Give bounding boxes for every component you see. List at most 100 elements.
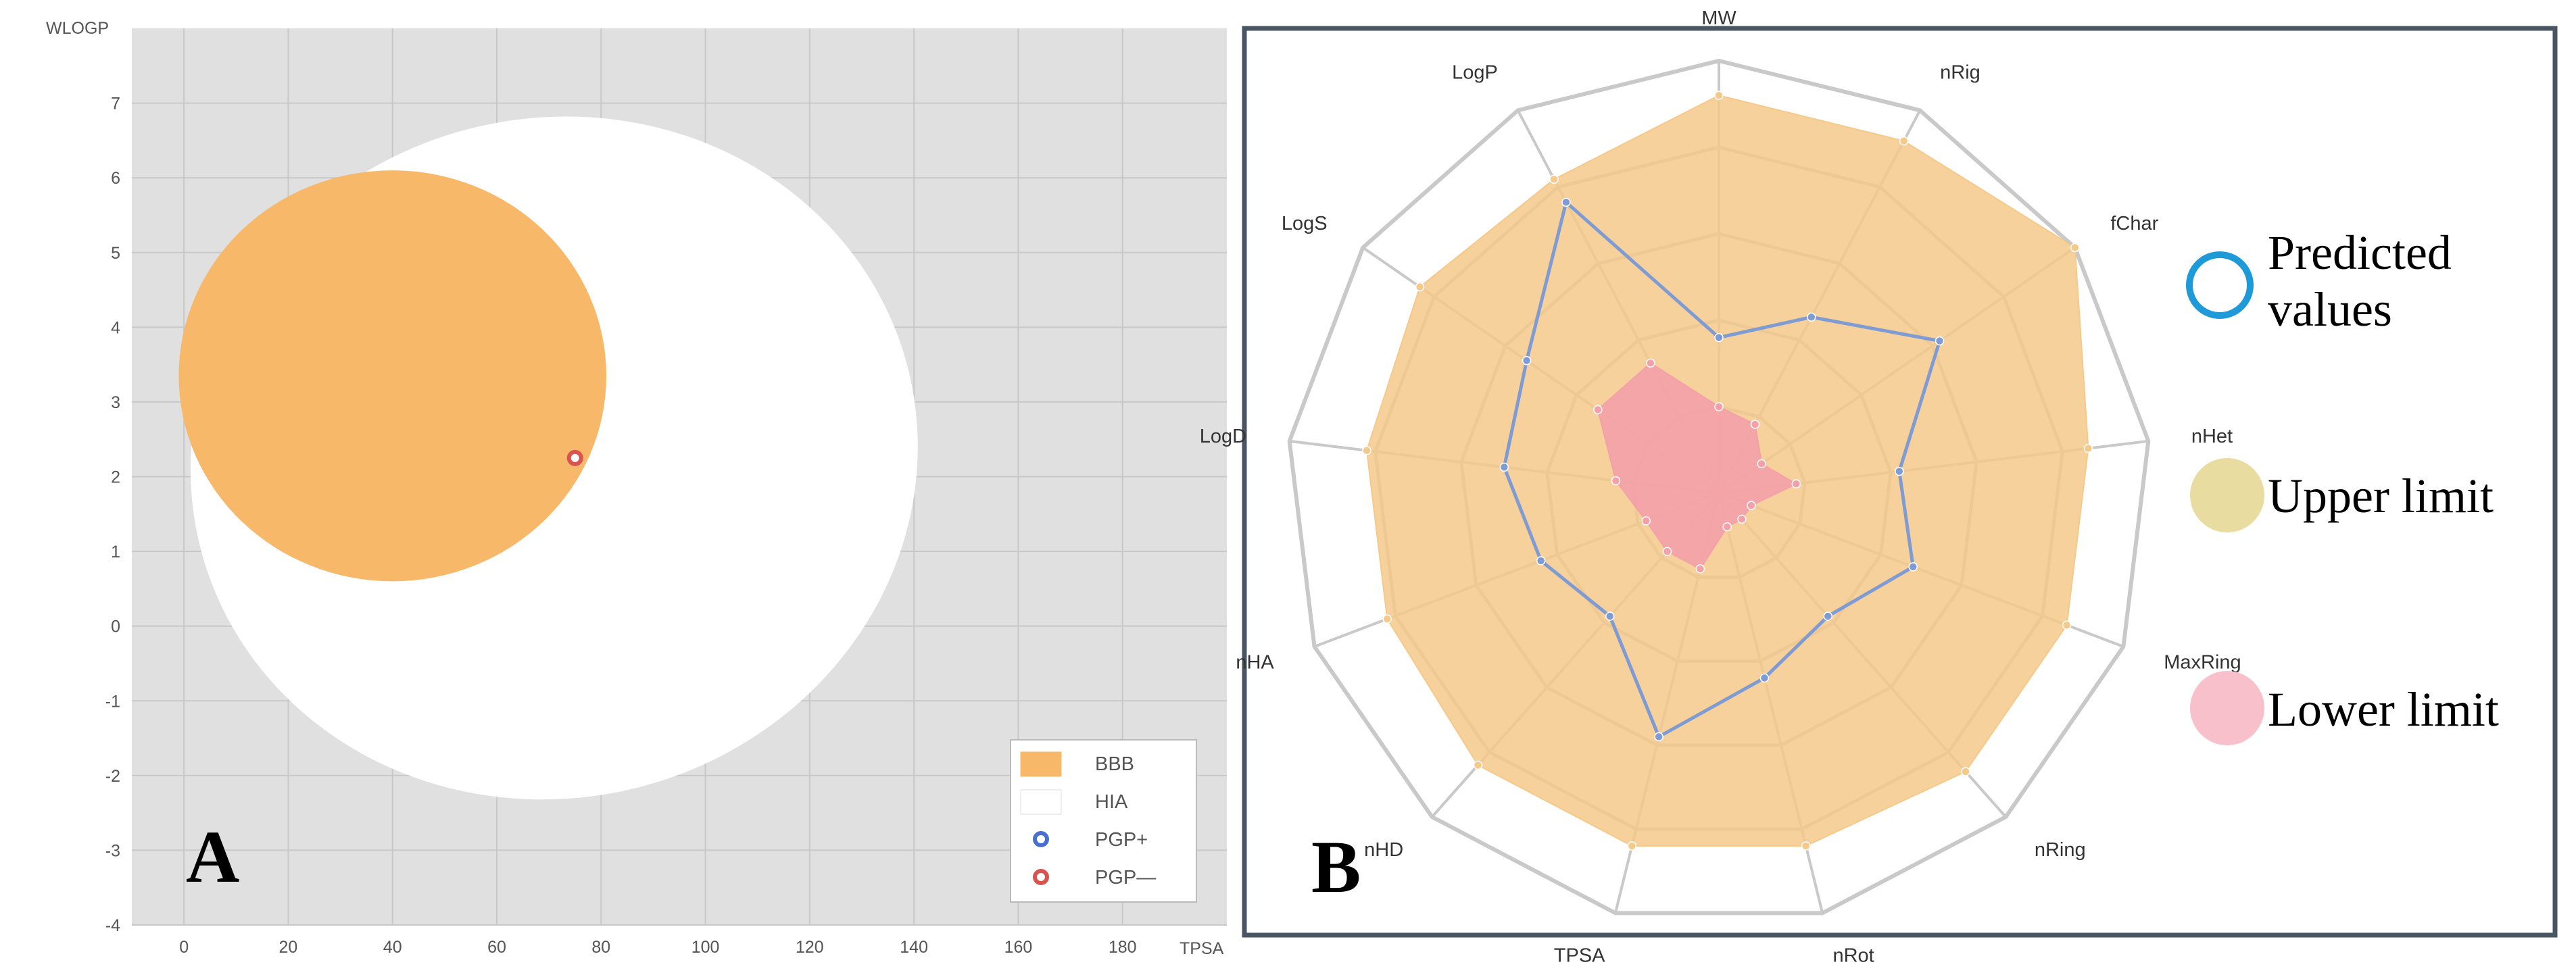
series-point-upper-limit (1899, 136, 1909, 146)
tick-labels: 0 20 40 60 80 100 120 140 160 180 -4 -3 -2 -1 0 1 2 3 4 5 6 7 (105, 95, 1137, 957)
y-tick-label: 7 (111, 95, 120, 114)
series-point-upper-limit (1714, 91, 1724, 100)
legend-label-upper: Upper limit (2268, 469, 2494, 523)
series-point-lower-limit (1714, 402, 1724, 411)
x-tick-label: 40 (383, 938, 402, 957)
y-tick-label: -1 (105, 692, 120, 711)
y-tick-label: 0 (111, 618, 120, 636)
series-point-upper-limit (1415, 282, 1425, 292)
series-point-predicted-values (1654, 732, 1663, 742)
legend-label-predicted: Predicted values (2268, 226, 2452, 336)
axis-label-nha: nHA (1236, 652, 1274, 674)
series-point-lower-limit (1646, 358, 1655, 368)
y-tick-label: 1 (111, 543, 120, 561)
series-point-predicted-values (1536, 556, 1546, 566)
y-axis-label: WLOGP (46, 19, 109, 38)
x-tick-label: 160 (1004, 938, 1033, 957)
series-point-lower-limit (1757, 459, 1766, 469)
legend: BBB HIA PGP+ PGP— (1010, 739, 1197, 903)
x-tick-label: 140 (900, 938, 928, 957)
axis-label-logp: LogP (1452, 62, 1498, 84)
x-tick-label: 120 (796, 938, 824, 957)
legend-label: HIA (1095, 791, 1128, 813)
series-point-predicted-values (1522, 355, 1532, 366)
molecule-point (566, 449, 583, 466)
legend-label: PGP+ (1095, 829, 1148, 851)
legend-marker (1033, 831, 1049, 847)
series-point-predicted-values (1807, 312, 1816, 322)
legend-marker (1033, 869, 1049, 885)
legend-swatch (1020, 789, 1062, 815)
x-tick-label: 60 (487, 938, 506, 957)
x-tick-label: 180 (1109, 938, 1137, 957)
series-point-lower-limit (1662, 547, 1672, 556)
radar-axis-labels: MW nRig fChar nHet MaxRing nRing nRot TPSA nHD nH… (1200, 7, 2241, 967)
series-point-upper-limit (2070, 243, 2080, 253)
radar-legend: Predicted values Upper limit Lower limit (2186, 226, 2499, 745)
series-point-lower-limit (1791, 479, 1801, 489)
panel-label-b: B (1311, 826, 1361, 908)
series-point-upper-limit (1549, 174, 1559, 184)
axis-label-nring: nRing (2035, 839, 2086, 861)
axis-label-nrot: nRot (1832, 945, 1874, 967)
series-point-lower-limit (1737, 514, 1747, 524)
series-point-upper-limit (1382, 614, 1392, 624)
series-point-lower-limit (1611, 476, 1621, 486)
axis-label-maxring: MaxRing (2164, 652, 2241, 674)
x-tick-label: 20 (279, 938, 298, 957)
legend-label: BBB (1095, 753, 1134, 775)
series-point-predicted-values (1895, 466, 1904, 476)
series-point-lower-limit (1641, 516, 1651, 526)
series-point-upper-limit (1627, 841, 1637, 851)
series-point-upper-limit (1362, 445, 1371, 455)
x-tick-label: 80 (591, 938, 610, 957)
radar-ring (1287, 58, 2151, 916)
axis-label-nhet: nHet (2191, 426, 2233, 447)
legend-swatch (1020, 751, 1062, 777)
series-point-predicted-values (1935, 336, 1945, 346)
series-point-upper-limit (2083, 443, 2093, 453)
series-point-predicted-values (1714, 332, 1724, 343)
series-point-lower-limit (1750, 420, 1760, 429)
series-point-predicted-values (1561, 197, 1571, 207)
y-tick-label: 4 (111, 318, 120, 337)
series-point-lower-limit (1747, 501, 1756, 510)
panel-b: MW nRig fChar nHet MaxRing nRing nRot TPSA nHD nH… (1200, 7, 2558, 967)
x-tick-label: 0 (179, 938, 189, 957)
series-point-upper-limit (1801, 841, 1811, 851)
x-tick-label: 100 (691, 938, 720, 957)
legend-disc-upper (2190, 458, 2264, 532)
series-point-predicted-values (1823, 611, 1833, 621)
legend-label: PGP— (1095, 867, 1156, 888)
series-point-predicted-values (1759, 673, 1770, 683)
series-point-lower-limit (1722, 522, 1732, 532)
x-axis-label: TPSA (1180, 939, 1224, 958)
series-point-upper-limit (1961, 767, 1970, 776)
y-tick-label: 3 (111, 393, 120, 412)
legend-label-lower: Lower limit (2268, 682, 2499, 736)
series-point-lower-limit (1593, 405, 1603, 415)
series-point-predicted-values (1605, 611, 1615, 621)
series-point-predicted-values (1908, 562, 1918, 572)
axis-label-logd: LogD (1200, 426, 1246, 447)
panel-label-a: A (186, 816, 239, 898)
y-tick-label: 2 (111, 468, 120, 487)
panel-a: 0 20 40 60 80 100 120 140 160 180 -4 -3 -2 -1 0 1 2 3 4 5 6 7… (46, 19, 1227, 958)
y-tick-label: -2 (105, 767, 120, 786)
axis-label-nrig: nRig (1940, 62, 1980, 84)
legend-ring-predicted (2186, 251, 2254, 319)
series-point-upper-limit (2062, 620, 2072, 630)
axis-label-fchar: fChar (2110, 213, 2158, 234)
legend-disc-lower (2190, 671, 2264, 745)
radar-series (1362, 91, 2093, 851)
y-tick-label: 5 (111, 244, 120, 263)
regions (178, 116, 918, 800)
axis-label-logs: LogS (1282, 213, 1328, 234)
y-tick-label: -3 (105, 841, 120, 860)
points (566, 449, 583, 466)
y-tick-label: 6 (111, 169, 120, 188)
series-point-predicted-values (1499, 462, 1509, 472)
region-bbb (178, 170, 606, 582)
axis-label-tpsa: TPSA (1554, 945, 1605, 967)
